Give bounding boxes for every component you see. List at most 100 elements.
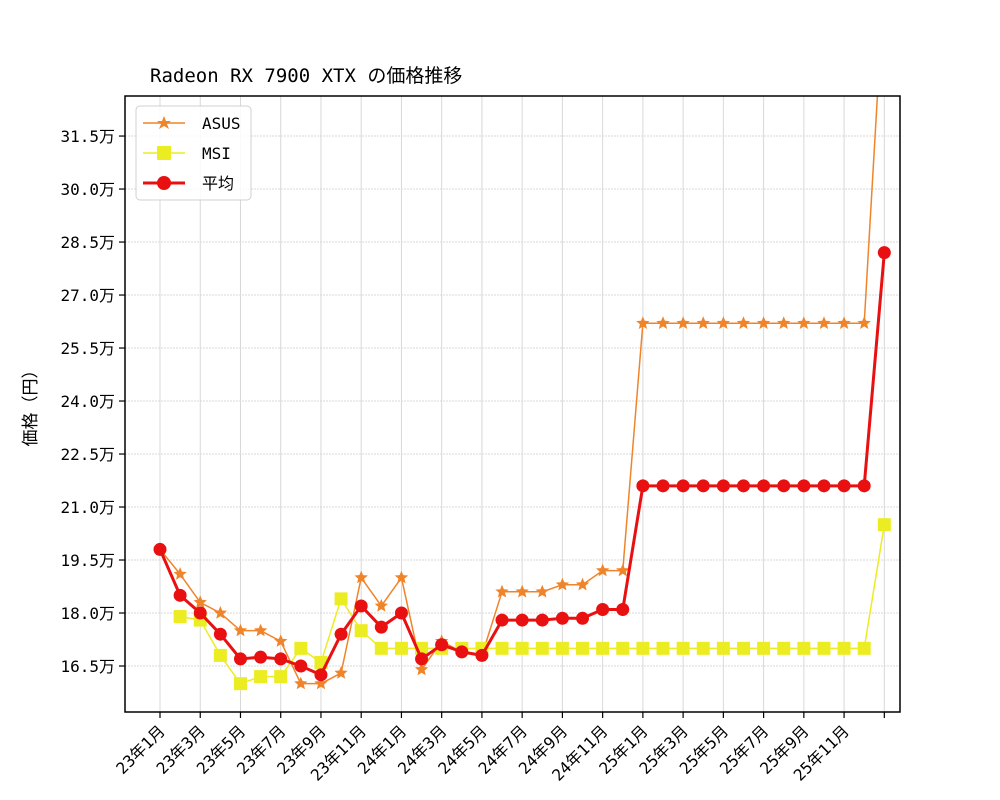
square-marker-icon — [294, 641, 308, 655]
legend-item-msi[interactable]: MSI — [143, 144, 231, 163]
circle-marker-icon — [157, 176, 171, 190]
star-marker-icon — [233, 623, 248, 637]
square-marker-icon — [736, 641, 750, 655]
circle-marker-icon — [555, 611, 569, 625]
circle-marker-icon — [233, 652, 247, 666]
circle-marker-icon — [576, 611, 590, 625]
y-tick-label: 25.5万 — [60, 339, 115, 358]
circle-marker-icon — [274, 652, 288, 666]
circle-marker-icon — [515, 613, 529, 627]
circle-marker-icon — [716, 479, 730, 493]
y-tick-label: 24.0万 — [60, 392, 115, 411]
circle-marker-icon — [817, 479, 831, 493]
y-tick-label: 27.0万 — [60, 286, 115, 305]
circle-marker-icon — [475, 648, 489, 662]
square-marker-icon — [656, 641, 670, 655]
grid-lines — [125, 96, 900, 712]
square-marker-icon — [495, 641, 509, 655]
square-marker-icon — [696, 641, 710, 655]
star-marker-icon — [374, 598, 388, 612]
circle-marker-icon — [294, 659, 308, 673]
plot-frame — [124, 95, 901, 713]
star-marker-icon — [173, 567, 187, 580]
star-marker-icon — [656, 316, 670, 329]
square-marker-icon — [354, 624, 368, 638]
circle-marker-icon — [797, 479, 811, 493]
square-marker-icon — [817, 641, 831, 655]
star-marker-icon — [157, 116, 171, 129]
square-marker-icon — [254, 670, 268, 684]
legend-item-asus[interactable]: ASUS — [143, 114, 241, 133]
y-axis: 16.5万 18.0万 19.5万 21.0万 22.5万 24.0万 25.5万 27.0万… — [60, 127, 125, 676]
square-marker-icon — [757, 641, 771, 655]
star-marker-icon — [736, 316, 751, 329]
square-marker-icon — [555, 641, 569, 655]
star-marker-icon — [555, 577, 570, 591]
circle-marker-icon — [334, 627, 348, 641]
circle-marker-icon — [877, 246, 891, 260]
y-tick-label: 31.5万 — [60, 127, 115, 146]
circle-marker-icon — [254, 650, 268, 664]
circle-marker-icon — [455, 645, 469, 659]
y-axis-label: 価格（円） — [21, 362, 41, 447]
star-marker-icon — [797, 316, 811, 329]
circle-marker-icon — [153, 542, 167, 556]
circle-marker-icon — [656, 479, 670, 493]
star-marker-icon — [535, 584, 549, 598]
square-marker-icon — [596, 641, 610, 655]
circle-marker-icon — [777, 479, 791, 493]
square-marker-icon — [616, 641, 630, 655]
star-marker-icon — [676, 316, 690, 329]
square-marker-icon — [857, 641, 871, 655]
legend-label-asus: ASUS — [202, 114, 241, 133]
star-marker-icon — [636, 316, 650, 329]
star-marker-icon — [334, 666, 348, 679]
series-circle — [153, 246, 891, 682]
star-marker-icon — [394, 570, 409, 584]
star-marker-icon — [414, 662, 429, 676]
circle-marker-icon — [354, 599, 368, 613]
y-tick-label: 16.5万 — [60, 657, 115, 676]
square-marker-icon — [676, 641, 690, 655]
circle-marker-icon — [696, 479, 710, 493]
star-marker-icon — [294, 676, 308, 690]
circle-marker-icon — [736, 479, 750, 493]
y-tick-label: 22.5万 — [60, 445, 115, 464]
star-marker-icon — [193, 595, 207, 609]
legend-label-average: 平均 — [202, 174, 234, 193]
star-marker-icon — [495, 584, 509, 598]
square-marker-icon — [576, 641, 590, 655]
circle-marker-icon — [535, 613, 549, 627]
circle-marker-icon — [213, 627, 227, 641]
star-marker-icon — [696, 316, 710, 329]
star-marker-icon — [616, 563, 630, 577]
square-marker-icon — [334, 592, 348, 606]
chart-title: Radeon RX 7900 XTX の価格推移 — [150, 65, 462, 87]
y-tick-label: 28.5万 — [60, 233, 115, 252]
star-marker-icon — [596, 563, 610, 577]
star-marker-icon — [837, 316, 851, 329]
star-marker-icon — [515, 584, 529, 598]
star-marker-icon — [314, 676, 328, 690]
circle-marker-icon — [857, 479, 871, 493]
legend-label-msi: MSI — [202, 144, 231, 163]
circle-marker-icon — [596, 602, 610, 616]
circle-marker-icon — [415, 652, 429, 666]
y-tick-label: 19.5万 — [60, 551, 115, 570]
series-layer — [153, 96, 891, 691]
square-marker-icon — [837, 641, 851, 655]
square-marker-icon — [374, 641, 388, 655]
square-marker-icon — [173, 610, 187, 624]
star-marker-icon — [857, 316, 871, 329]
legend[interactable]: ASUS MSI 平均 — [135, 105, 252, 201]
star-marker-icon — [354, 570, 368, 584]
circle-marker-icon — [394, 606, 408, 620]
star-marker-icon — [213, 606, 227, 619]
square-marker-icon — [636, 641, 650, 655]
legend-item-average[interactable]: 平均 — [143, 174, 234, 193]
square-marker-icon — [877, 518, 891, 532]
circle-marker-icon — [374, 620, 388, 634]
star-marker-icon — [817, 316, 831, 329]
circle-marker-icon — [495, 613, 509, 627]
circle-marker-icon — [193, 606, 207, 620]
